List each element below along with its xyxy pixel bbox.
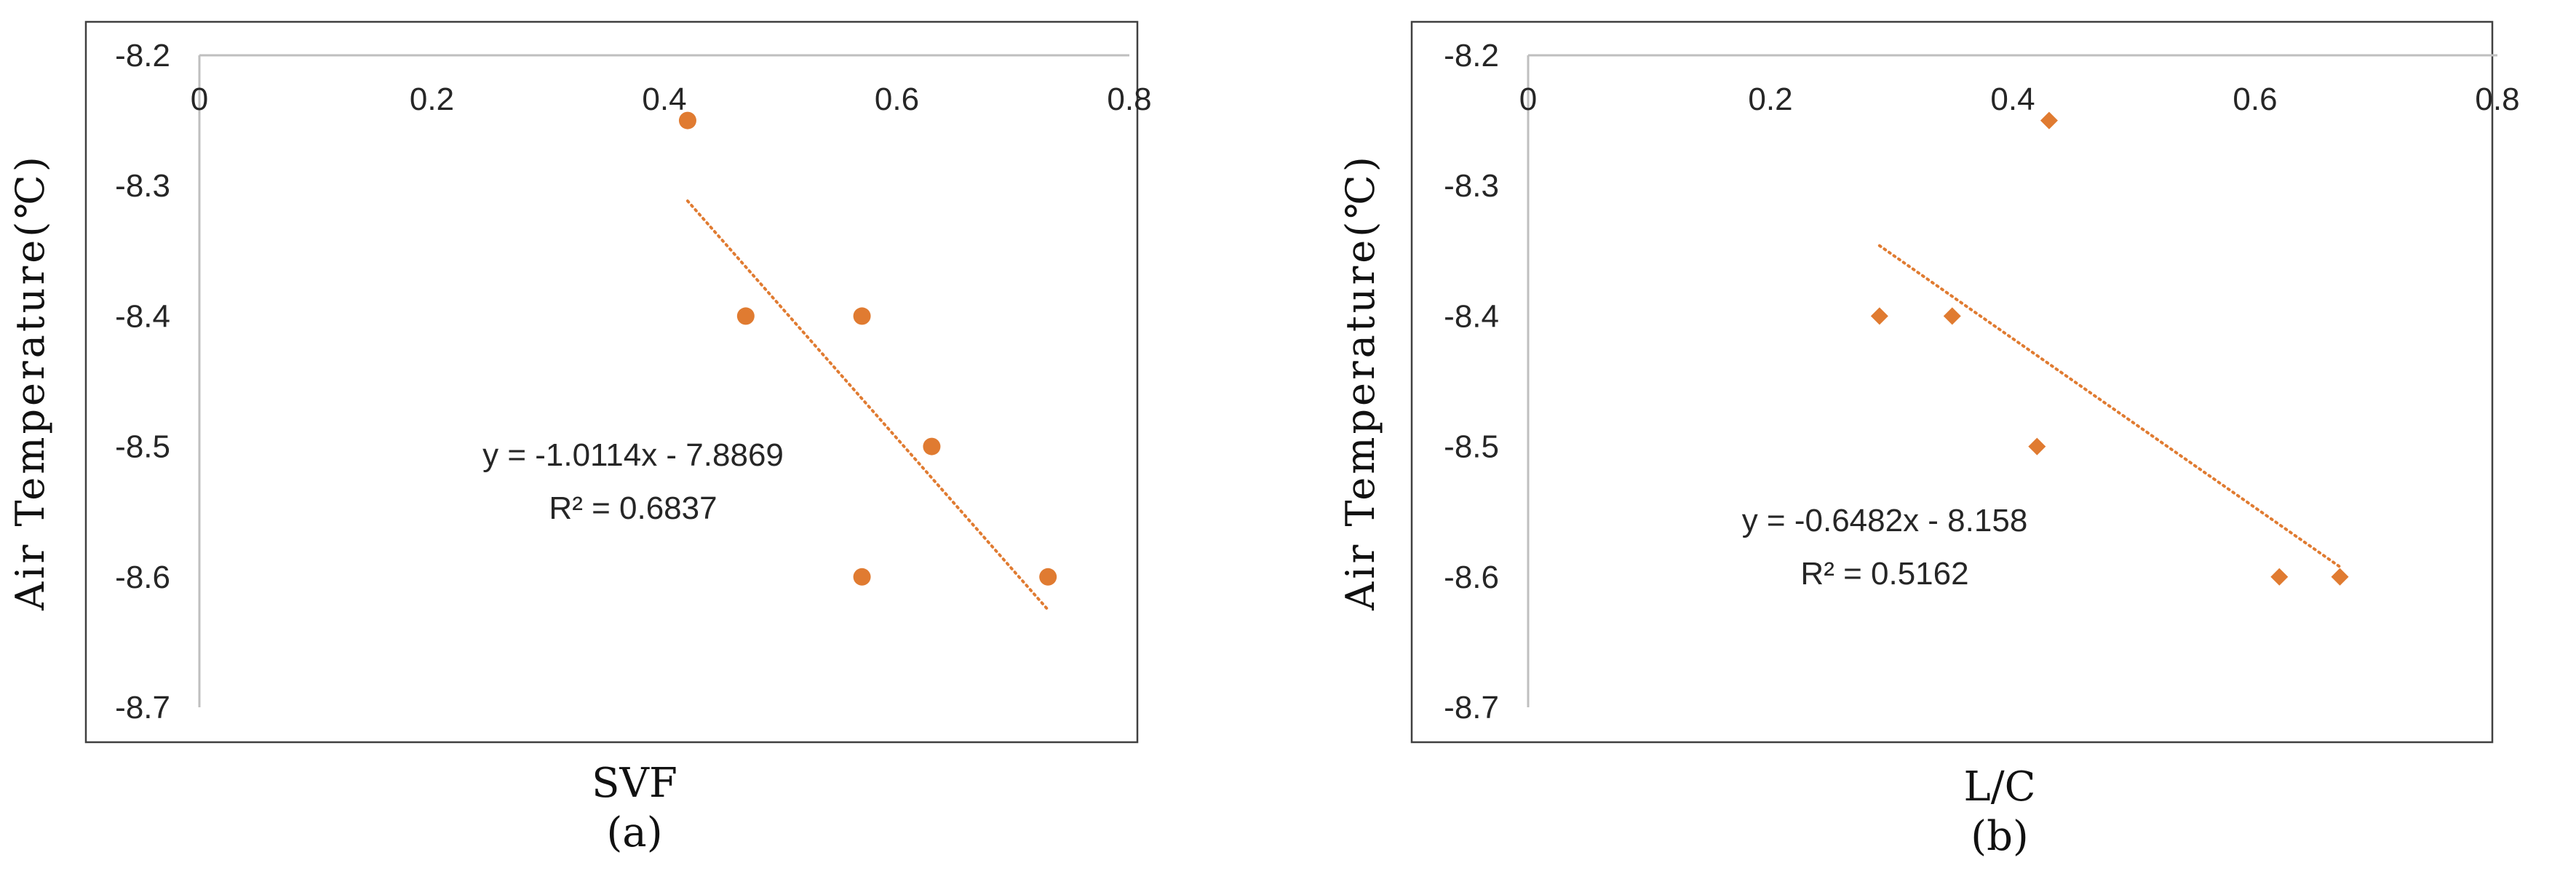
y-tick-label: -8.4 [115, 298, 170, 334]
x-tick-label: 0.6 [2233, 81, 2277, 117]
r-squared-label: R² = 0.5162 [1800, 556, 1968, 592]
x-tick-label: 0 [1519, 81, 1537, 117]
x-tick-label: 0.8 [2475, 81, 2519, 117]
x-tick-label: 0.6 [875, 81, 919, 117]
data-point [2270, 568, 2289, 586]
data-point [678, 111, 696, 130]
data-point [2040, 111, 2058, 130]
x-tick-label: 0 [191, 81, 208, 117]
chart-frame [1410, 20, 2494, 744]
y-tick-label: -8.2 [115, 38, 170, 73]
x-tick-label: 0.4 [642, 81, 686, 117]
data-point [2331, 568, 2349, 586]
y-tick-label: -8.6 [115, 560, 170, 595]
x-tick-label: 0.8 [1107, 81, 1151, 117]
x-tick-label: 0.2 [1748, 81, 1792, 117]
trendline-equation: y = -1.0114x - 7.8869 [482, 437, 784, 473]
data-point [923, 437, 941, 456]
y-tick-label: -8.4 [1444, 298, 1499, 334]
data-point [1039, 568, 1057, 586]
y-tick-label: -8.7 [115, 690, 170, 725]
chart-frame [84, 20, 1139, 744]
y-tick-label: -8.5 [1444, 429, 1499, 465]
x-axis-title: L/C [1964, 763, 2036, 811]
data-point [736, 307, 755, 325]
chart-b: 0 0.2 0.4 0.6 0.8 -8.2 -8.3 -8.4 -8.5 -8.6 -8.7 y =… [1337, 20, 2520, 860]
y-tick-label: -8.6 [1444, 560, 1499, 595]
data-point [853, 568, 871, 586]
y-axis-title: Air Temperature(℃) [1337, 154, 1383, 611]
trendline [685, 199, 1050, 611]
data-point [1870, 307, 1888, 325]
subfigure-caption: (b) [1971, 813, 2029, 860]
x-axis-title: SVF [592, 760, 677, 807]
y-tick-label: -8.7 [1444, 690, 1499, 725]
data-point [853, 307, 871, 325]
x-tick-label: 0.2 [410, 81, 454, 117]
y-tick-label: -8.5 [115, 429, 170, 465]
y-axis-title: Air Temperature(℃) [7, 154, 53, 611]
y-tick-label: -8.3 [1444, 168, 1499, 204]
x-tick-label: 0.4 [1990, 81, 2035, 117]
y-tick-label: -8.2 [1444, 38, 1499, 73]
trendline [1877, 244, 2342, 568]
y-tick-label: -8.3 [115, 168, 170, 204]
trendline-equation: y = -0.6482x - 8.158 [1742, 503, 2028, 538]
data-point [1943, 307, 1961, 325]
chart-a: 0 0.2 0.4 0.6 0.8 -8.2 -8.3 -8.4 -8.5 -8.6 -8.7 y =… [7, 20, 1152, 856]
r-squared-label: R² = 0.6837 [549, 490, 717, 526]
data-point [2028, 437, 2046, 456]
subfigure-caption: (a) [606, 809, 662, 856]
